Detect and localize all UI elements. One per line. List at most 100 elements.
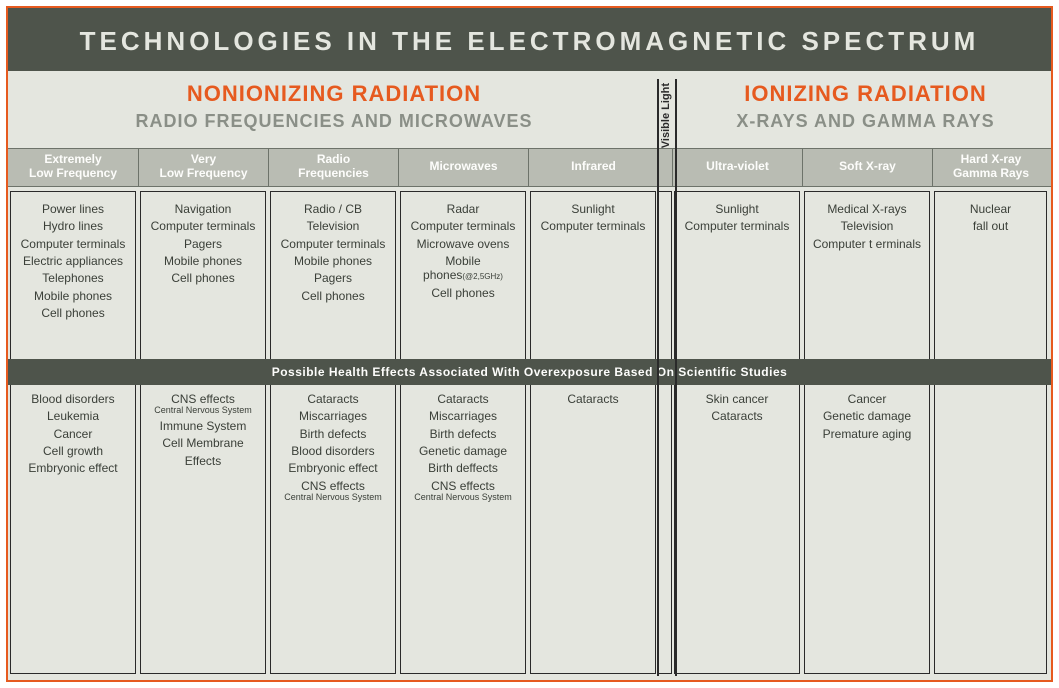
list-item: Telephones (42, 271, 103, 285)
list-item: CNS effectsCentral Nervous System (284, 479, 382, 503)
column-header: VeryLow Frequency (138, 149, 268, 186)
list-item: Microwave ovens (417, 237, 510, 251)
technologies-list: Radio / CBTelevisionComputer terminalsMo… (271, 192, 395, 360)
list-item: fall out (973, 219, 1008, 233)
health-effects-list: CataractsMiscarriagesBirth defectsGeneti… (401, 378, 525, 673)
health-effects-list: CancerGenetic damagePremature aging (805, 378, 929, 673)
list-item: Computer terminals (685, 219, 790, 233)
column-header: Hard X-rayGamma Rays (932, 149, 1049, 186)
list-item: Cataracts (307, 392, 358, 406)
nonionizing-subtitle: RADIO FREQUENCIES AND MICROWAVES (135, 111, 532, 132)
main-title: TECHNOLOGIES IN THE ELECTROMAGNETIC SPEC… (8, 8, 1051, 71)
spectrum-column: Medical X-raysTelevisionComputer t ermin… (804, 191, 930, 674)
list-item: Cell growth (43, 444, 103, 458)
list-item: Leukemia (47, 409, 99, 423)
list-item: Cell phones (431, 286, 494, 300)
ionizing-title: IONIZING RADIATION (744, 81, 986, 107)
list-item: Mobile phones (34, 289, 112, 303)
spectrum-column: Sunlight Computer terminals Skin cancer Ca… (674, 191, 800, 674)
column-header: Ultra-violet (672, 149, 802, 186)
technologies-list: Medical X-raysTelevisionComputer t ermin… (805, 192, 929, 360)
health-effects-list: Cataracts (531, 378, 655, 673)
list-item: Nuclear (970, 202, 1011, 216)
list-item: Cataracts (567, 392, 618, 406)
visible-light-divider-left (657, 79, 659, 676)
list-item: Medical X-rays (827, 202, 906, 216)
technologies-list: Navigation Computer terminals Pagers Mobile… (141, 192, 265, 360)
column-header: Infrared (528, 149, 658, 186)
column-header (658, 149, 672, 186)
list-item: CNS effectsCentral Nervous System (154, 392, 252, 416)
health-effects-list: Blood disorders Leukemia Cancer Cell growth… (11, 378, 135, 673)
technologies-list: Power lines Hydro lines Computer terminals… (11, 192, 135, 360)
technologies-list: Sunlight Computer terminals (675, 192, 799, 360)
list-item: Sunlight (715, 202, 758, 216)
list-item: Pagers (184, 237, 222, 251)
list-item: Power lines (42, 202, 104, 216)
spectrum-column: Sunlight Computer terminals Cataracts (530, 191, 656, 674)
technologies-list: Sunlight Computer terminals (531, 192, 655, 360)
list-item: Birth defects (300, 427, 367, 441)
list-item: Immune System (160, 419, 247, 433)
list-item: Pagers (314, 271, 352, 285)
list-item: Cataracts (711, 409, 762, 423)
column-header: Microwaves (398, 149, 528, 186)
spectrum-column: Nuclear fall out (934, 191, 1047, 674)
list-item: Cancer (848, 392, 887, 406)
column-header: ExtremelyLow Frequency (8, 149, 138, 186)
list-item: Cell phones (41, 306, 104, 320)
list-item: Genetic damage (419, 444, 507, 458)
health-effects-list (935, 378, 1046, 673)
list-item: Computer terminals (541, 219, 646, 233)
list-item: Cell Membrane (162, 436, 243, 450)
technologies-list: Radar Computer terminals Microwave ovens Mo… (401, 192, 525, 360)
list-item: Television (307, 219, 360, 233)
list-item: Blood disorders (291, 444, 374, 458)
list-item: Sunlight (571, 202, 614, 216)
nonionizing-heading: NONIONIZING RADIATION RADIO FREQUENCIES … (8, 81, 660, 148)
health-effects-list: Cataracts Miscarriages Birth defects Blood … (271, 378, 395, 673)
list-item: Cell phones (301, 289, 364, 303)
list-item: Computer terminals (151, 219, 256, 233)
list-item: Cancer (54, 427, 93, 441)
list-item: Effects (185, 454, 221, 468)
column-headers: ExtremelyLow FrequencyVeryLow FrequencyR… (8, 148, 1051, 187)
ionizing-heading: IONIZING RADIATION X-RAYS AND GAMMA RAYS (676, 81, 1055, 148)
spectrum-column: Power lines Hydro lines Computer terminals… (10, 191, 136, 674)
list-item: Embryonic effect (28, 461, 117, 475)
list-item: CNS effectsCentral Nervous System (414, 479, 512, 503)
list-item: Electric appliances (23, 254, 123, 268)
list-item: Mobile phones (294, 254, 372, 268)
list-item: Miscarriages (429, 409, 497, 423)
list-item: Navigation (175, 202, 232, 216)
ionizing-subtitle: X-RAYS AND GAMMA RAYS (736, 111, 994, 132)
list-item: Birth deffects (428, 461, 498, 475)
list-item: Computer terminals (21, 237, 126, 251)
list-item: Embryonic effect (288, 461, 377, 475)
section-headings: NONIONIZING RADIATION RADIO FREQUENCIES … (8, 71, 1051, 148)
infographic-frame: TECHNOLOGIES IN THE ELECTROMAGNETIC SPEC… (6, 6, 1053, 682)
list-item: Premature aging (823, 427, 912, 441)
column-header: Soft X-ray (802, 149, 932, 186)
list-item: Birth defects (430, 427, 497, 441)
list-item: Television (841, 219, 894, 233)
health-effects-band: Possible Health Effects Associated With … (8, 359, 1051, 385)
visible-light-column (658, 191, 672, 674)
list-item: Computer terminals (281, 237, 386, 251)
health-effects-list: Skin cancer Cataracts (675, 378, 799, 673)
spectrum-column: Radar Computer terminals Microwave ovens Mo… (400, 191, 526, 674)
list-item: Blood disorders (31, 392, 114, 406)
list-item: Radar (447, 202, 480, 216)
list-item: Mobile phones (164, 254, 242, 268)
list-item: Computer terminals (411, 219, 516, 233)
column-header: RadioFrequencies (268, 149, 398, 186)
health-effects-list: CNS effectsCentral Nervous System Immune … (141, 378, 265, 673)
list-item: Hydro lines (43, 219, 103, 233)
visible-light-label: Visible Light (660, 81, 676, 148)
nonionizing-title: NONIONIZING RADIATION (187, 81, 481, 107)
list-item: Skin cancer (706, 392, 769, 406)
list-item: Miscarriages (299, 409, 367, 423)
list-item: Mobile phones(@2,5GHz) (407, 254, 519, 283)
columns-grid: Possible Health Effects Associated With … (8, 187, 1051, 680)
visible-light-divider-right (675, 79, 677, 676)
